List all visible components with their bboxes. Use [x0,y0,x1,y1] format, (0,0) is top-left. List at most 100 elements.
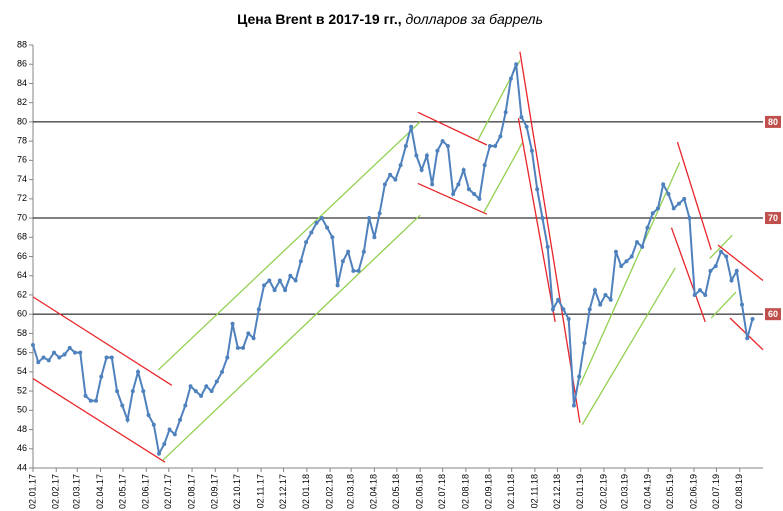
trend-line [417,111,488,146]
y-tick-label: 68 [17,232,27,242]
x-tick-label: 02.11.17 [255,474,265,508]
price-point [209,389,214,394]
x-tick-label: 02.02.18 [324,474,334,509]
trend-line [417,182,488,215]
price-point [640,244,645,249]
price-point [125,417,130,422]
price-point [141,389,146,394]
x-tick-label: 02.08.19 [734,474,744,509]
price-point [157,451,162,456]
price-point [356,268,361,273]
price-point [225,355,230,360]
price-point [414,153,419,158]
price-point [603,292,608,297]
trend-line [32,378,166,463]
price-point [430,182,435,187]
price-point [314,220,319,225]
trend-line [517,117,556,322]
price-point [692,292,697,297]
price-point [556,297,561,302]
price-point [73,350,78,355]
x-tick-label: 02.08.18 [460,474,470,509]
price-point [529,148,534,153]
price-point [393,177,398,182]
x-tick-label: 02.10.18 [506,474,516,509]
x-tick-label: 02.01.17 [27,474,37,509]
chart-title: Цена Brent в 2017-19 гг., долларов за ба… [237,11,543,27]
trend-line [162,214,421,461]
price-point [151,422,156,427]
price-point [288,273,293,278]
x-tick-label: 02.06.18 [415,474,425,509]
x-tick-label: 02.07.18 [437,474,447,509]
price-point [409,124,414,129]
price-point [571,403,576,408]
y-tick-label: 88 [17,39,27,49]
reference-label-box [765,308,781,321]
price-point [57,355,62,360]
price-point [94,398,99,403]
x-tick-label: 02.03.17 [72,474,82,509]
x-tick-label: 02.07.19 [711,474,721,509]
price-point [115,389,120,394]
price-point [655,206,660,211]
trend-line [519,51,581,423]
y-tick-label: 56 [17,347,27,357]
price-point [650,211,655,216]
price-point [645,225,650,230]
price-point [466,187,471,192]
price-point [592,288,597,293]
price-point [167,427,172,432]
price-point [440,139,445,144]
price-point [608,297,613,302]
price-point [377,211,382,216]
price-point [62,352,67,357]
trend-line [710,291,737,319]
price-point [708,268,713,273]
price-point [293,278,298,283]
price-point [676,201,681,206]
x-tick-label: 02.04.17 [95,474,105,509]
price-point [130,389,135,394]
price-point [120,403,125,408]
price-point [162,441,167,446]
price-point [661,182,666,187]
price-point [361,249,366,254]
reference-label: 60 [768,309,778,319]
y-tick-label: 44 [17,462,27,472]
price-point [204,384,209,389]
price-point [713,264,718,269]
price-point [325,225,330,230]
price-point [619,264,624,269]
y-tick-label: 62 [17,289,27,299]
y-tick-label: 80 [17,116,27,126]
x-tick-label: 02.11.18 [529,474,539,508]
trend-line [670,227,706,323]
price-point [146,413,151,418]
price-point [246,331,251,336]
price-point [598,302,603,307]
price-point [624,259,629,264]
price-point [78,350,83,355]
price-point [587,307,592,312]
price-point [666,192,671,197]
y-tick-label: 54 [17,366,27,376]
price-point [682,196,687,201]
y-tick-label: 86 [17,59,27,69]
x-tick-label: 02.06.19 [688,474,698,509]
price-point [382,182,387,187]
y-tick-label: 52 [17,385,27,395]
price-point [582,341,587,346]
price-point [104,355,109,360]
price-point [178,417,183,422]
price-point [398,163,403,168]
x-tick-label: 02.09.17 [210,474,220,509]
y-tick-label: 58 [17,328,27,338]
y-tick-label: 78 [17,136,27,146]
price-point [251,336,256,341]
subtitle: долларов за баррель [406,11,543,27]
price-point [739,302,744,307]
price-point [188,384,193,389]
y-tick-label: 50 [17,405,27,415]
